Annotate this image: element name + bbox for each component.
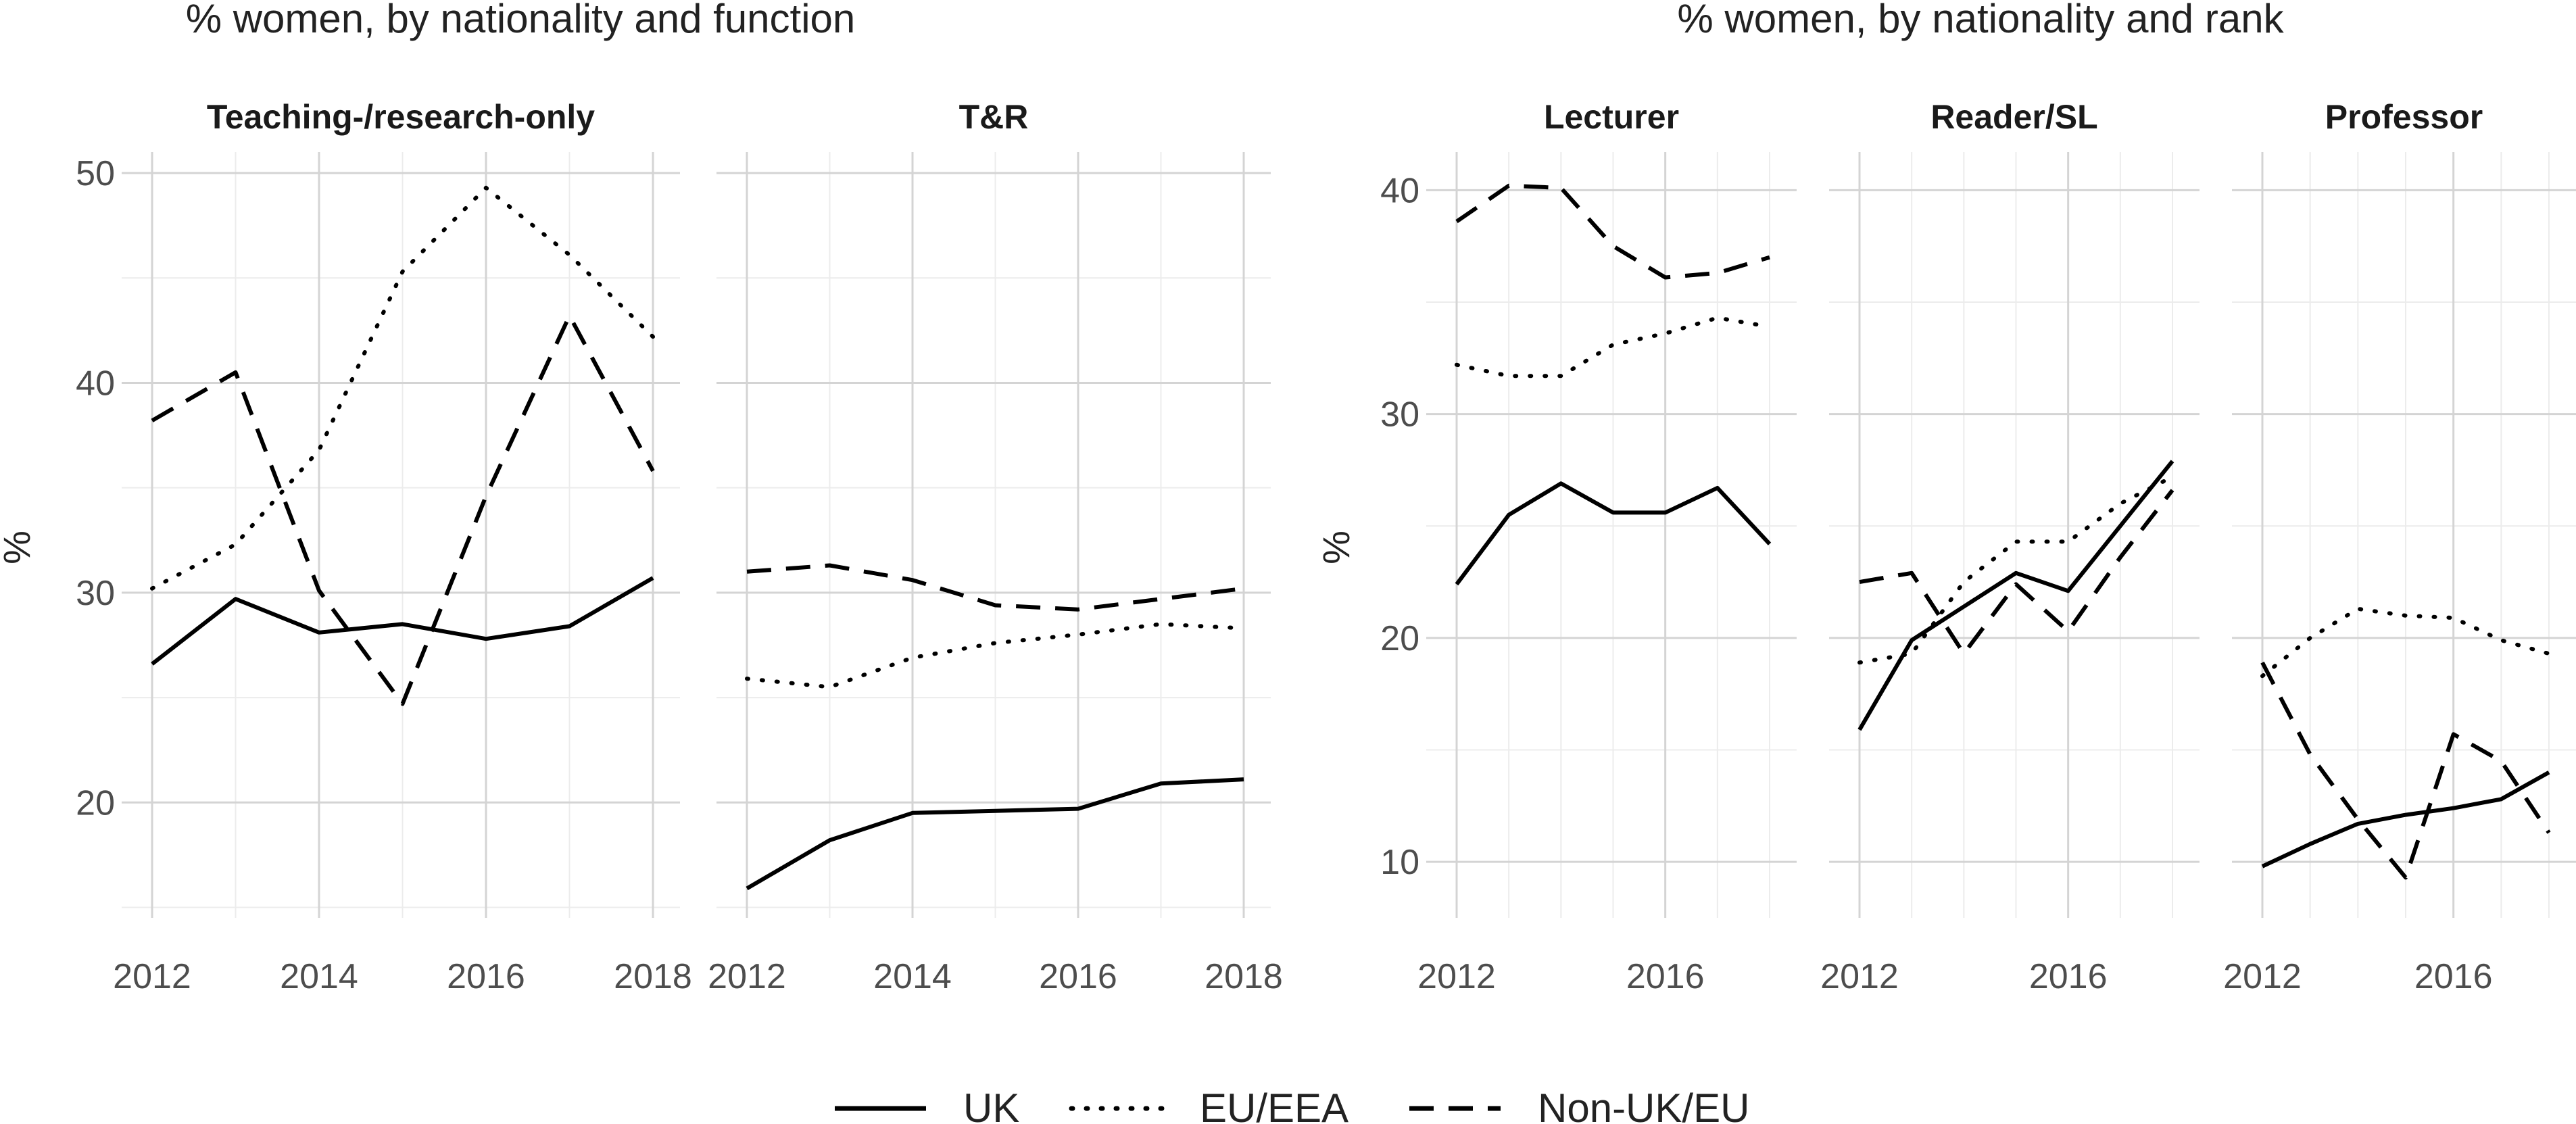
left-chart-panels: Teaching-/research-only 20 30 40 50 2012 2014 2… <box>76 98 1283 996</box>
y-tick-label: 30 <box>1380 395 1419 435</box>
x-tick-label: 2016 <box>2414 957 2493 996</box>
left-y-axis-label: % <box>0 531 38 564</box>
y-tick-label: 30 <box>76 574 115 613</box>
panel-title-lecturer: Lecturer <box>1544 98 1679 136</box>
legend: UK EU/EEA Non-UK/EU <box>835 1085 1749 1124</box>
series-line-non-uk-eu <box>1859 489 2174 656</box>
series-line-uk <box>746 777 1244 891</box>
panel-title-professor: Professor <box>2325 98 2483 136</box>
legend-label-uk: UK <box>963 1085 1019 1124</box>
x-tick-label: 2014 <box>873 957 952 996</box>
panel-title-teaching-research-only: Teaching-/research-only <box>207 98 595 136</box>
panel-title-t-r: T&R <box>959 98 1029 136</box>
series-line-eu-eea <box>2260 606 2551 679</box>
x-tick-label: 2012 <box>708 957 786 996</box>
x-tick-label: 2018 <box>614 957 692 996</box>
series-line-uk <box>151 576 654 666</box>
series-line-uk <box>1857 460 2174 731</box>
y-tick-label: 20 <box>1380 619 1419 658</box>
y-tick-label: 50 <box>76 154 115 193</box>
right-chart-title: % women, by nationality and rank <box>1677 0 2284 41</box>
series-line-uk <box>2261 771 2550 869</box>
x-tick-label: 2016 <box>1626 957 1705 996</box>
series-line-uk <box>1455 481 1772 586</box>
x-tick-label: 2012 <box>1417 957 1496 996</box>
x-tick-label: 2014 <box>280 957 358 996</box>
panel-teaching-research-only: Teaching-/research-only 20 30 40 50 2012 2014 2… <box>76 98 692 996</box>
panel-t-r: T&R 2012 2014 2016 2018 <box>708 98 1283 996</box>
right-y-axis-label: % <box>1315 531 1357 564</box>
y-tick-label: 20 <box>76 783 115 823</box>
y-tick-label: 10 <box>1380 843 1419 882</box>
series-line-eu-eea <box>745 622 1246 689</box>
x-tick-label: 2012 <box>113 957 191 996</box>
series-line-non-uk-eu <box>151 314 655 706</box>
legend-label-non-uk-eu: Non-UK/EU <box>1538 1085 1749 1124</box>
series-line-eu-eea <box>1455 316 1772 378</box>
y-tick-label: 40 <box>1380 171 1419 210</box>
x-tick-label: 2012 <box>2223 957 2302 996</box>
panel-title-reader-sl: Reader/SL <box>1930 98 2097 136</box>
panel-lecturer: Lecturer 10 20 30 40 2012 2016 <box>1380 98 1797 996</box>
x-tick-label: 2016 <box>2029 957 2108 996</box>
x-tick-label: 2012 <box>1820 957 1899 996</box>
series-line-eu-eea <box>1857 474 2174 665</box>
left-chart-title: % women, by nationality and function <box>186 0 856 41</box>
x-tick-label: 2016 <box>1039 957 1117 996</box>
x-tick-label: 2018 <box>1205 957 1283 996</box>
panel-reader-sl: Reader/SL 2012 2016 <box>1820 98 2200 996</box>
series-line-non-uk-eu <box>2260 661 2551 880</box>
series-line-non-uk-eu <box>1455 183 1770 280</box>
legend-label-eu-eea: EU/EEA <box>1200 1085 1348 1124</box>
right-chart-panels: Lecturer 10 20 30 40 2012 2016 Reader/SL 2012 201… <box>1380 98 2576 996</box>
series-line-eu-eea <box>150 185 655 591</box>
series-line-non-uk-eu <box>746 563 1244 612</box>
panel-professor: Professor 2012 2016 <box>2223 98 2576 996</box>
y-tick-label: 40 <box>76 364 115 403</box>
x-tick-label: 2016 <box>447 957 525 996</box>
